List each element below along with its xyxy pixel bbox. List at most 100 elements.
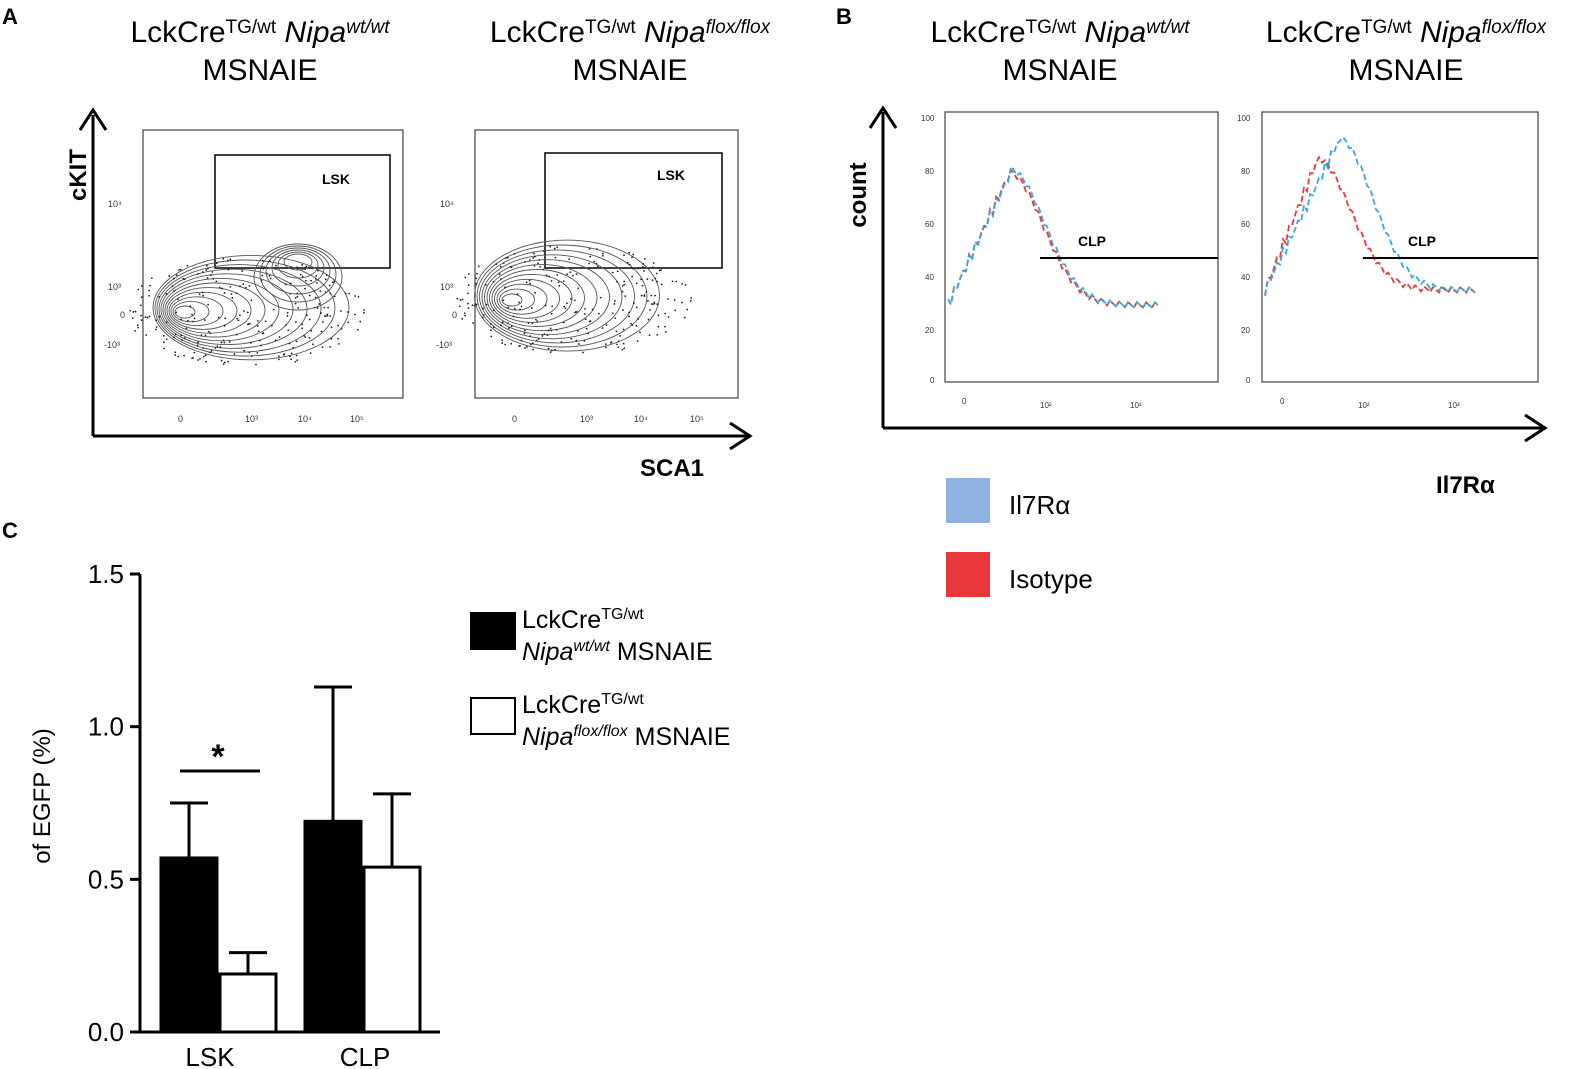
event-dot: [621, 290, 624, 293]
event-dot: [337, 324, 340, 327]
event-dot: [239, 314, 241, 317]
event-dot: [518, 345, 521, 348]
event-dot: [304, 336, 307, 339]
flow-plot-1-xtick: 10³: [245, 414, 258, 424]
event-dot: [274, 266, 277, 269]
event-dot: [180, 318, 183, 321]
hist-1-ytick: 60: [925, 220, 934, 229]
event-dot: [337, 337, 339, 340]
event-dot: [683, 316, 686, 319]
histogram-curve: [947, 164, 1159, 309]
event-dot: [260, 344, 263, 347]
event-dot: [180, 334, 183, 337]
event-dot: [182, 277, 185, 280]
event-dot: [471, 304, 474, 307]
hist-2-ytick: 0: [1246, 376, 1251, 385]
event-dot: [179, 268, 182, 271]
event-dot: [542, 250, 545, 253]
event-dot: [235, 292, 238, 295]
event-dot: [651, 279, 654, 282]
event-dot: [656, 333, 659, 336]
legend-swatch-il7ra: [946, 478, 990, 523]
event-dot: [492, 326, 495, 329]
bar-clp-flox: [362, 865, 422, 1034]
event-dot: [292, 347, 295, 349]
event-dot: [467, 284, 470, 287]
bar-legend-swatch-wt: [470, 612, 516, 650]
event-dot: [650, 294, 653, 297]
event-dot: [660, 267, 663, 270]
event-dot: [537, 262, 539, 265]
event-dot: [323, 315, 326, 317]
event-dot: [622, 342, 625, 345]
contour-line: [496, 283, 548, 315]
bar-lsk-flox: [218, 972, 278, 1034]
event-dot: [643, 294, 646, 296]
event-dot: [222, 363, 225, 366]
event-dot: [461, 298, 464, 301]
event-dot: [243, 349, 246, 352]
flow-plot-2-xtick: 10³: [580, 414, 593, 424]
event-dot: [257, 330, 260, 333]
event-dot: [221, 287, 223, 290]
event-dot: [547, 329, 550, 332]
event-dot: [508, 327, 510, 329]
event-dot: [533, 264, 536, 267]
event-dot: [569, 271, 572, 274]
event-dot: [154, 328, 157, 331]
event-dot: [210, 274, 212, 277]
event-dot: [575, 339, 578, 342]
event-dot: [132, 311, 135, 313]
event-dot: [560, 341, 563, 343]
event-dot: [613, 299, 616, 302]
event-dot: [131, 317, 134, 320]
event-dot: [309, 352, 312, 355]
event-dot: [616, 280, 619, 283]
event-dot: [582, 351, 584, 354]
event-dot: [642, 263, 645, 265]
panel-a-title-right: LckCreTG/wt Nipaflox/flox MSNAIE: [489, 16, 771, 87]
event-dot: [174, 333, 177, 336]
event-dot: [495, 263, 498, 266]
hist-2-gate-label: CLP: [1408, 233, 1436, 249]
event-dot: [284, 324, 287, 327]
event-dot: [256, 351, 259, 354]
event-dot: [340, 327, 343, 330]
event-dot: [456, 297, 459, 300]
event-dot: [623, 254, 625, 257]
event-dot: [664, 312, 667, 315]
contour-line: [259, 245, 337, 303]
event-dot: [237, 319, 240, 322]
flow-plot-1-xtick: 10⁵: [350, 414, 364, 424]
event-dot: [635, 282, 638, 285]
event-dot: [171, 285, 174, 288]
event-dot: [207, 330, 210, 333]
event-dot: [303, 334, 306, 337]
event-dot: [595, 262, 598, 265]
event-dot: [201, 271, 204, 273]
event-dot: [191, 313, 193, 316]
event-dot: [330, 326, 333, 329]
event-dot: [566, 302, 568, 305]
event-dot: [626, 261, 629, 264]
event-dot: [177, 355, 180, 358]
event-dot: [546, 334, 549, 337]
event-dot: [537, 338, 540, 340]
event-dot: [269, 277, 272, 280]
event-dot: [570, 337, 573, 340]
event-dot: [316, 282, 318, 284]
event-dot: [197, 341, 199, 344]
event-dot: [175, 274, 178, 276]
event-dot: [174, 351, 177, 354]
event-dot: [616, 343, 618, 346]
event-dot: [314, 277, 317, 280]
contour-line: [486, 264, 598, 332]
event-dot: [504, 343, 507, 346]
contour-line: [277, 251, 319, 279]
event-dot: [329, 292, 332, 295]
event-dot: [148, 289, 151, 292]
panel-b-histograms: CLP CLP 100 80 60 40 20 0 0 10² 10³ 100 …: [868, 105, 1548, 597]
event-dot: [326, 314, 329, 317]
event-dot: [174, 354, 177, 356]
event-dot: [223, 292, 226, 294]
